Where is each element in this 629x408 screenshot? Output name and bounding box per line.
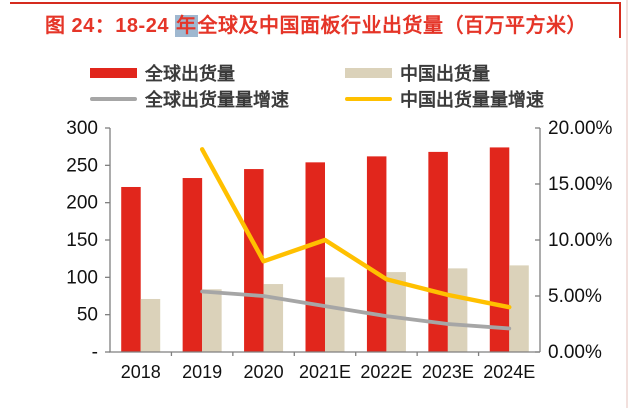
legend-swatch-china-growth [345,97,392,101]
legend-label-china-shipments: 中国出货量 [400,64,490,84]
bar-global-2021E [305,162,325,352]
y-axis-left-label: - [92,342,98,363]
y-axis-right-label: 10.00% [548,230,613,251]
x-axis-label-2020: 2020 [244,362,284,382]
x-axis-label-2019: 2019 [182,362,222,382]
x-axis-label-2021E: 2021E [299,362,351,382]
legend-item-global-shipments: 全球出货量 [90,63,345,84]
bar-china-2022E [386,272,406,352]
y-axis-right-label: 0.00% [548,342,602,363]
bar-china-2018 [140,298,161,352]
bar-global-2020 [244,169,264,352]
legend-label-china-growth: 中国出货量量增速 [400,90,544,110]
figure-title: 图 24：18-24 年全球及中国面板行业出货量（百万平方米） [45,9,587,38]
y-axis-right-label: 20.00% [548,118,613,139]
legend-swatch-china-shipments [345,68,392,78]
page-edge-line [626,0,628,408]
x-axis-label-2023E: 2023E [422,362,474,382]
bar-china-2024E [509,265,529,352]
title-right-border-line [619,2,621,38]
y-axis-right-label: 15.00% [548,174,613,195]
figure-title-highlighted-text: 年 [175,15,198,37]
y-axis-right-label: 5.00% [548,286,602,307]
figure-title-suffix: 全球及中国面板行业出货量（百万平方米） [197,15,588,37]
bar-global-2024E [489,147,510,352]
bar-global-2023E [428,151,448,352]
y-axis-left-label: 300 [66,118,98,139]
bar-china-2019 [202,289,222,352]
legend-swatch-global-growth [90,97,137,101]
bar-china-2020 [263,284,284,352]
x-axis-label-2022E: 2022E [360,362,412,382]
bar-global-2019 [182,178,203,352]
x-axis-label-2018: 2018 [121,362,161,382]
china-growth-line [199,147,512,310]
figure-title-prefix: 图 24：18-24 [45,15,176,37]
x-axis-label-2024E: 2024E [483,362,535,382]
y-axis-left-label: 100 [66,267,98,288]
chart-legend: 全球出货量 中国出货量 全球出货量量增速 中国出货量量增速 [90,63,560,110]
bar-global-2022E [366,156,387,352]
global-growth-line [200,289,512,331]
y-axis-left-label: 200 [66,193,98,214]
y-axis-left-label: 250 [66,155,98,176]
top-border-line [10,2,621,4]
legend-item-china-shipments: 中国出货量 [345,63,560,84]
bar-china-2021E [325,277,345,352]
y-axis-left-label: 50 [77,305,98,326]
legend-swatch-global-shipments [90,68,137,78]
legend-item-china-growth: 中国出货量量增速 [345,89,560,110]
legend-item-global-growth: 全球出货量量增速 [90,89,345,110]
bar-china-2023E [447,268,468,352]
y-axis-left-label: 150 [66,230,98,251]
legend-label-global-shipments: 全球出货量 [145,64,235,84]
legend-label-global-growth: 全球出货量量增速 [145,90,289,110]
bar-global-2018 [121,186,141,352]
